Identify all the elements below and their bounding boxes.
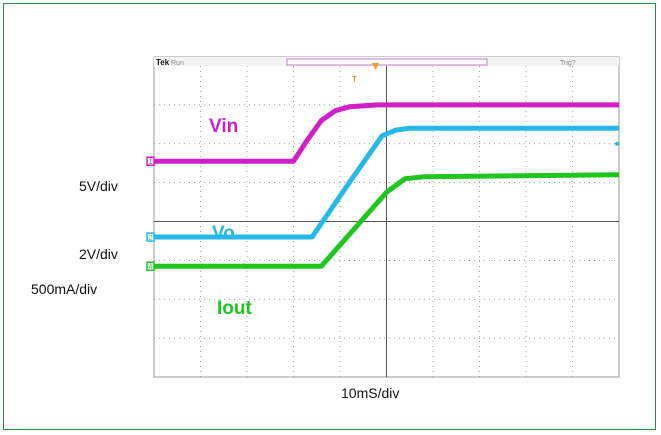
scope-traces (154, 102, 620, 269)
figure-frame: Tek Run Trig? T Vin Vo Iout 5V/div 2V/di… (3, 3, 656, 430)
series-label-vo: Vo (212, 223, 235, 244)
channel-marker-number: 1 (149, 159, 153, 166)
oscilloscope-capture: Tek Run Trig? T Vin Vo Iout 5V/div 2V/di… (31, 56, 620, 401)
scope-run-state: Run (171, 60, 184, 67)
channel-markers: 1 2 4 (146, 156, 155, 271)
channel-marker-number: 2 (149, 235, 153, 242)
record-window-bar (286, 58, 488, 66)
scale-label-iout: 500mA/div (31, 281, 97, 297)
scope-brand: Tek (156, 58, 170, 67)
channel-marker-number: 4 (149, 264, 153, 271)
trigger-status: Trig? (560, 60, 576, 67)
channel-marker-vin (146, 156, 155, 166)
trace-vin (154, 102, 619, 164)
trace-iout (154, 172, 620, 269)
series-label-iout: Iout (217, 298, 252, 319)
scale-label-vo: 2V/div (79, 246, 118, 262)
scope-graticule (154, 66, 619, 377)
trigger-marker: T (352, 75, 357, 84)
x-axis-label: 10mS/div (341, 385, 399, 401)
channel-marker-iout (146, 261, 155, 271)
scale-label-vin: 5V/div (79, 178, 118, 194)
level-marker-icon (615, 141, 619, 146)
channel-marker-vo (146, 232, 155, 242)
trigger-arrow-icon (372, 63, 379, 70)
trace-vo (154, 125, 619, 240)
series-label-vin: Vin (209, 116, 238, 137)
